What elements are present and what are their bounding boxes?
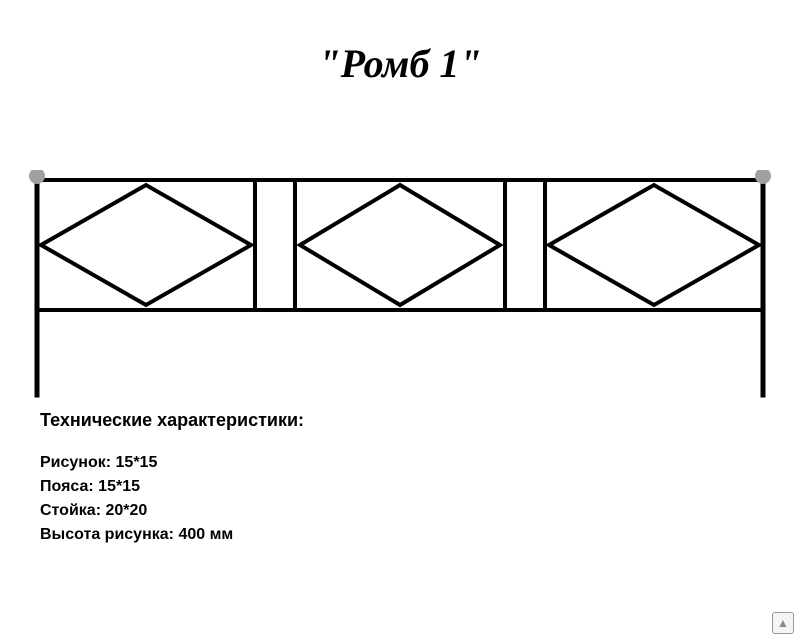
product-title: "Ромб 1" xyxy=(0,40,800,87)
spec-label: Стойка: xyxy=(40,502,101,519)
specifications-block: Технические характеристики: Рисунок: 15*… xyxy=(40,410,304,547)
spec-value: 20*20 xyxy=(105,502,147,519)
spec-row: Пояса: 15*15 xyxy=(40,475,304,499)
spec-row: Стойка: 20*20 xyxy=(40,499,304,523)
spec-value: 15*15 xyxy=(98,478,140,495)
specs-heading: Технические характеристики: xyxy=(40,410,304,431)
spec-label: Пояса: xyxy=(40,478,94,495)
spec-label: Рисунок: xyxy=(40,454,111,471)
spec-label: Высота рисунка: xyxy=(40,526,174,543)
spec-row: Рисунок: 15*15 xyxy=(40,451,304,475)
spec-row: Высота рисунка: 400 мм xyxy=(40,523,304,547)
watermark-icon: ▲ xyxy=(772,612,794,634)
fence-diagram xyxy=(25,170,775,400)
spec-value: 15*15 xyxy=(116,454,158,471)
spec-value: 400 мм xyxy=(178,526,233,543)
